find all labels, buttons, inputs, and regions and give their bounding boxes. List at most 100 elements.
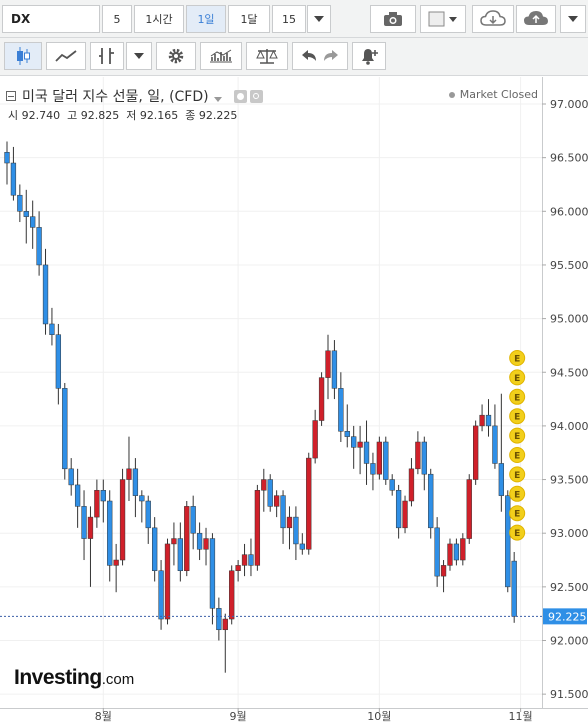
price-tick-label: 92.500 — [550, 581, 588, 594]
camera-icon[interactable] — [370, 5, 416, 33]
earnings-marker: E — [509, 505, 526, 522]
earnings-marker-label: E — [514, 413, 520, 423]
studies-icon[interactable] — [200, 42, 242, 70]
price-tick-label: 94.500 — [550, 366, 588, 379]
candle-down — [152, 517, 158, 582]
candle-body — [370, 463, 376, 475]
candle-down — [55, 323, 62, 405]
gear-icon[interactable] — [156, 42, 196, 70]
candle-up — [286, 506, 293, 550]
candle-body — [209, 538, 216, 609]
earnings-marker: E — [509, 369, 526, 386]
candle-down — [351, 425, 357, 469]
candle-down — [248, 538, 254, 577]
price-tick-label: 92.000 — [550, 635, 588, 648]
dropdown-caret-icon[interactable] — [560, 5, 586, 33]
candle-body — [248, 554, 254, 566]
candle-body — [363, 441, 370, 464]
candle-down — [293, 506, 299, 561]
candle-up — [229, 565, 235, 625]
chart-grid — [0, 77, 542, 708]
candle-down — [331, 340, 338, 400]
earnings-marker-label: E — [514, 471, 520, 481]
candle-body — [434, 527, 440, 577]
candle-down — [107, 490, 113, 582]
earnings-marker-circle — [509, 505, 526, 522]
candle-up — [184, 501, 190, 577]
candle-up — [119, 468, 126, 566]
scales-icon[interactable] — [246, 42, 288, 70]
candle-down — [81, 490, 87, 561]
undo-redo-group — [292, 42, 348, 70]
symbol-input[interactable]: DX — [2, 5, 100, 33]
candle-up — [273, 490, 280, 518]
candle-body — [184, 506, 190, 572]
candle-down — [17, 184, 23, 223]
candle-down — [299, 533, 305, 555]
dropdown-caret-icon[interactable] — [213, 87, 222, 106]
cloud-download-icon[interactable] — [472, 5, 514, 33]
dropdown-caret-icon[interactable] — [307, 5, 331, 33]
candle-body — [421, 441, 427, 475]
candle-body — [119, 479, 126, 561]
candle-body — [402, 500, 408, 529]
candle-body — [351, 436, 357, 448]
cloud-upload-icon[interactable] — [516, 5, 556, 33]
candle-down — [216, 597, 222, 641]
candle-body — [344, 431, 350, 437]
candle-down — [389, 474, 395, 496]
candle-down — [30, 200, 36, 249]
earnings-marker-label: E — [514, 355, 520, 365]
candle-down — [485, 399, 492, 437]
candle-up — [312, 409, 318, 464]
candle-down — [49, 307, 55, 346]
interval-5[interactable]: 5 — [102, 5, 132, 33]
candle-down — [177, 522, 183, 582]
alert-bell-icon[interactable] — [352, 42, 386, 70]
candle-body — [30, 216, 36, 228]
candle-body — [395, 490, 402, 529]
candle-down — [498, 393, 504, 512]
candle-body — [94, 490, 100, 518]
interval-15[interactable]: 15 — [272, 5, 306, 33]
candle-body — [190, 506, 196, 534]
candle-body — [428, 473, 434, 529]
chart-legend: 미국 달러 지수 선물, 일, (CFD) — [6, 86, 263, 106]
candle-down — [158, 560, 164, 630]
line-chart-icon[interactable] — [46, 42, 86, 70]
candle-body — [479, 414, 485, 427]
redo-icon — [324, 50, 338, 61]
candle-body — [273, 495, 280, 507]
settings-icon[interactable] — [249, 89, 263, 103]
interval-1mo[interactable]: 1달 — [228, 5, 270, 33]
candle-up — [357, 425, 363, 475]
earnings-marker-label: E — [514, 452, 520, 462]
earnings-marker: E — [509, 447, 526, 463]
candle-down — [145, 495, 151, 544]
collapse-icon[interactable] — [6, 91, 16, 101]
candle-up — [254, 484, 261, 571]
indicator-icon[interactable] — [90, 42, 124, 70]
candle-body — [511, 560, 517, 617]
candle-body — [4, 152, 10, 164]
interval-1d[interactable]: 1일 — [186, 5, 226, 33]
eye-icon[interactable] — [233, 89, 247, 103]
candle-up — [460, 533, 466, 566]
candle-up — [94, 479, 100, 528]
dropdown-caret-icon[interactable] — [126, 42, 152, 70]
candle-body — [415, 441, 421, 470]
logo-brand: Investing — [14, 666, 102, 689]
earnings-marker-circle — [509, 369, 526, 386]
candle-body — [505, 495, 511, 588]
candle-down — [363, 420, 370, 485]
price-tick-label: 96.000 — [550, 205, 588, 218]
color-swatch-icon[interactable] — [420, 5, 466, 33]
candle-up — [235, 560, 241, 582]
interval-1h[interactable]: 1시간 — [134, 5, 184, 33]
candle-body — [203, 538, 209, 550]
candle-down — [190, 495, 196, 550]
earnings-marker-circle — [509, 350, 526, 366]
candlestick-icon[interactable] — [4, 42, 42, 70]
